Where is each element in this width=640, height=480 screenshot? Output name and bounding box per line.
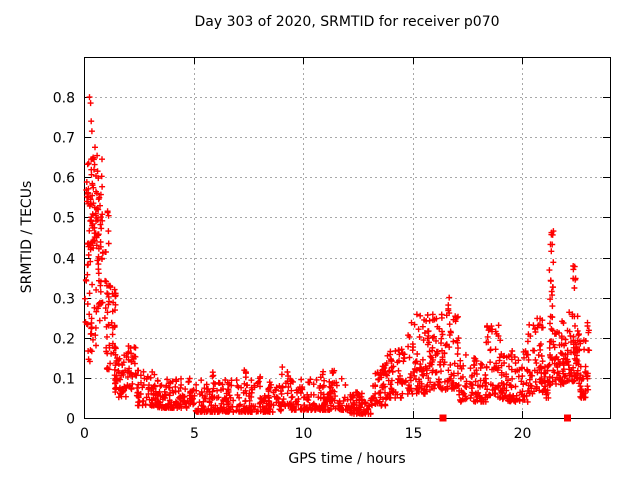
plot-frame — [84, 57, 611, 419]
chart-title: Day 303 of 2020, SRMTID for receiver p07… — [194, 14, 500, 30]
flag-square-markers — [439, 414, 571, 422]
svg-text:0.8: 0.8 — [53, 91, 75, 107]
svg-text:15: 15 — [405, 426, 423, 442]
svg-text:0.4: 0.4 — [53, 252, 75, 268]
svg-text:0.1: 0.1 — [53, 372, 75, 388]
axis-ticks — [84, 57, 610, 419]
tick-labels: 0 0.1 0.2 0.3 0.4 0.5 0.6 0.7 0.8 0 5 10 15 20 — [53, 91, 532, 443]
svg-text:0.3: 0.3 — [53, 292, 75, 308]
svg-text:0.6: 0.6 — [53, 171, 75, 187]
svg-text:0.2: 0.2 — [53, 332, 75, 348]
svg-text:0: 0 — [80, 426, 89, 442]
svg-text:5: 5 — [190, 426, 199, 442]
svg-text:0: 0 — [66, 412, 75, 428]
x-axis-label: GPS time / hours — [288, 451, 406, 467]
grid-lines — [85, 58, 609, 417]
svg-text:10: 10 — [295, 426, 313, 442]
svg-text:20: 20 — [514, 426, 532, 442]
scatter-series — [82, 94, 593, 417]
svg-text:0.5: 0.5 — [53, 211, 75, 227]
svg-text:0.7: 0.7 — [53, 131, 75, 147]
